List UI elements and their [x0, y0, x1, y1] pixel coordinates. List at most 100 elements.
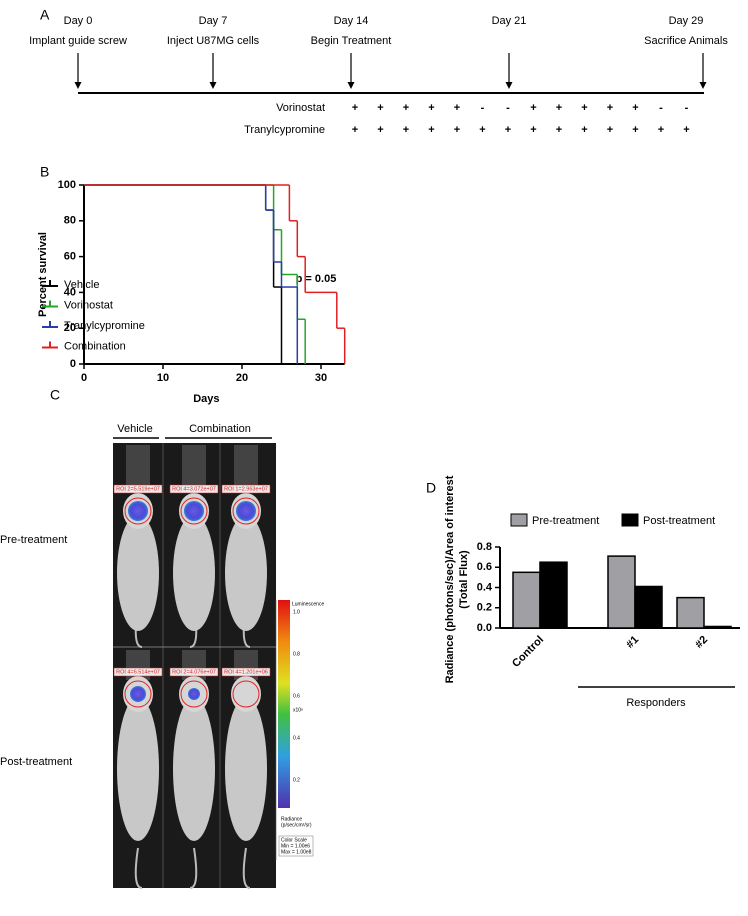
treatment-dose: + — [632, 124, 638, 136]
roi-circle — [180, 497, 208, 525]
legend-label: Post-treatment — [643, 515, 715, 527]
bar — [539, 561, 568, 629]
panel-label: D — [426, 480, 436, 496]
roi-label: ROI 4=6.514e+07 — [116, 669, 160, 675]
treatment-dose: + — [530, 124, 536, 136]
treatment-dose: + — [581, 102, 587, 114]
signal — [130, 686, 146, 702]
mouse-body — [225, 697, 267, 841]
roi-label: ROI 4=1.201e+06 — [224, 669, 268, 675]
event-label: Inject U87MG cells — [167, 35, 260, 47]
x-tick-label: #2 — [693, 634, 710, 651]
signal — [184, 501, 204, 521]
colorbar-title: Luminescence — [292, 601, 324, 607]
panel-label: C — [50, 387, 60, 403]
roi-box — [169, 667, 219, 677]
treatment-dose: - — [659, 102, 663, 114]
treatment-dose: + — [403, 124, 409, 136]
bar — [607, 555, 636, 629]
treatment-dose: + — [607, 102, 613, 114]
event-day: Day 29 — [669, 15, 704, 27]
colorbar — [278, 600, 290, 808]
colorbar-unit: Radiance — [281, 816, 302, 822]
y-tick-label: 0.2 — [477, 602, 492, 614]
treatment-dose: + — [352, 124, 358, 136]
group-label: Responders — [626, 697, 686, 709]
roi-label: ROI 1=2.963e+07 — [224, 486, 268, 492]
legend-label: Combination — [64, 340, 126, 352]
legend-label: Vorinostat — [64, 299, 113, 311]
treatment-dose: + — [581, 124, 587, 136]
x-tick-label: 20 — [236, 372, 248, 384]
y-tick-label: 0.8 — [477, 541, 492, 553]
event-arrowhead — [699, 82, 707, 89]
event-label: Sacrifice Animals — [644, 35, 728, 47]
mouse-head — [231, 676, 261, 712]
y-axis-label: Radiance (photons/sec)/Area of interest(… — [444, 475, 470, 683]
y-tick-label: 40 — [64, 286, 76, 298]
colorbar-scale: Max = 1.00e8 — [281, 849, 312, 855]
x-tick-label: 0 — [81, 372, 87, 384]
roi-label: ROI 4=3.072e+07 — [172, 486, 216, 492]
bar — [676, 596, 705, 629]
legend-swatch — [621, 513, 639, 527]
roi-box — [169, 484, 219, 494]
colorbar-unit: (p/sec/cm²/sr) — [281, 822, 312, 828]
treatment-dose: - — [506, 102, 510, 114]
colorbar-tick: 0.6 — [293, 693, 300, 699]
treatment-dose: + — [428, 102, 434, 114]
colorbar-scale: Min = 1.00e6 — [281, 843, 310, 849]
treatment-dose: + — [377, 124, 383, 136]
mouse-body — [173, 515, 215, 631]
x-tick-label: 30 — [315, 372, 327, 384]
colorbar-scale: Color Scale — [281, 837, 307, 843]
treatment-dose: + — [403, 102, 409, 114]
event-arrowhead — [209, 82, 217, 89]
event-arrowhead — [347, 82, 355, 89]
treatment-name: Vorinostat — [276, 102, 325, 114]
x-tick-label: 10 — [157, 372, 169, 384]
colorbar-tick: 0.4 — [293, 735, 300, 741]
event-day: Day 21 — [492, 15, 527, 27]
treatment-dose: + — [505, 124, 511, 136]
roi-box — [113, 667, 163, 677]
x-axis-label: Days — [193, 393, 219, 405]
y-tick-label: 0.0 — [477, 622, 492, 634]
event-day: Day 14 — [334, 15, 369, 27]
roi-circle — [232, 497, 260, 525]
legend-label: Vehicle — [64, 279, 99, 291]
colorbar-multiplier: x10⁸ — [293, 707, 303, 713]
roi-circle — [124, 680, 152, 708]
row-label: Pre-treatment — [0, 534, 67, 546]
treatment-dose: + — [377, 102, 383, 114]
treatment-dose: + — [530, 102, 536, 114]
roi-circle — [180, 680, 208, 708]
bar — [634, 585, 663, 629]
colorbar-scale-box — [278, 835, 314, 857]
roi-circle — [232, 680, 260, 708]
signal — [236, 501, 256, 521]
colorbar-tick: 1.0 — [293, 609, 300, 615]
mouse-tail — [189, 847, 198, 889]
treatment-dose: + — [556, 102, 562, 114]
treatment-dose: + — [658, 124, 664, 136]
bar — [703, 625, 732, 629]
treatment-dose: + — [607, 124, 613, 136]
mouse-body — [117, 515, 159, 631]
y-tick-label: 0 — [70, 358, 76, 370]
event-arrowhead — [505, 82, 513, 89]
event-day: Day 7 — [199, 15, 228, 27]
x-tick-label: #1 — [624, 634, 641, 651]
y-tick-label: 20 — [64, 322, 76, 334]
treatment-name: Tranylcypromine — [244, 124, 325, 136]
roi-box — [221, 484, 271, 494]
y-axis-label: Percent survival — [37, 232, 49, 317]
roi-box — [113, 484, 163, 494]
y-tick-label: 80 — [64, 215, 76, 227]
column-header: Vehicle — [117, 423, 152, 435]
roi-box — [221, 667, 271, 677]
y-axis-label-line: Radiance (photons/sec)/Area of interest — [444, 475, 456, 683]
panel-label: B — [40, 164, 49, 180]
mouse-body — [173, 697, 215, 841]
treatment-dose: + — [556, 124, 562, 136]
